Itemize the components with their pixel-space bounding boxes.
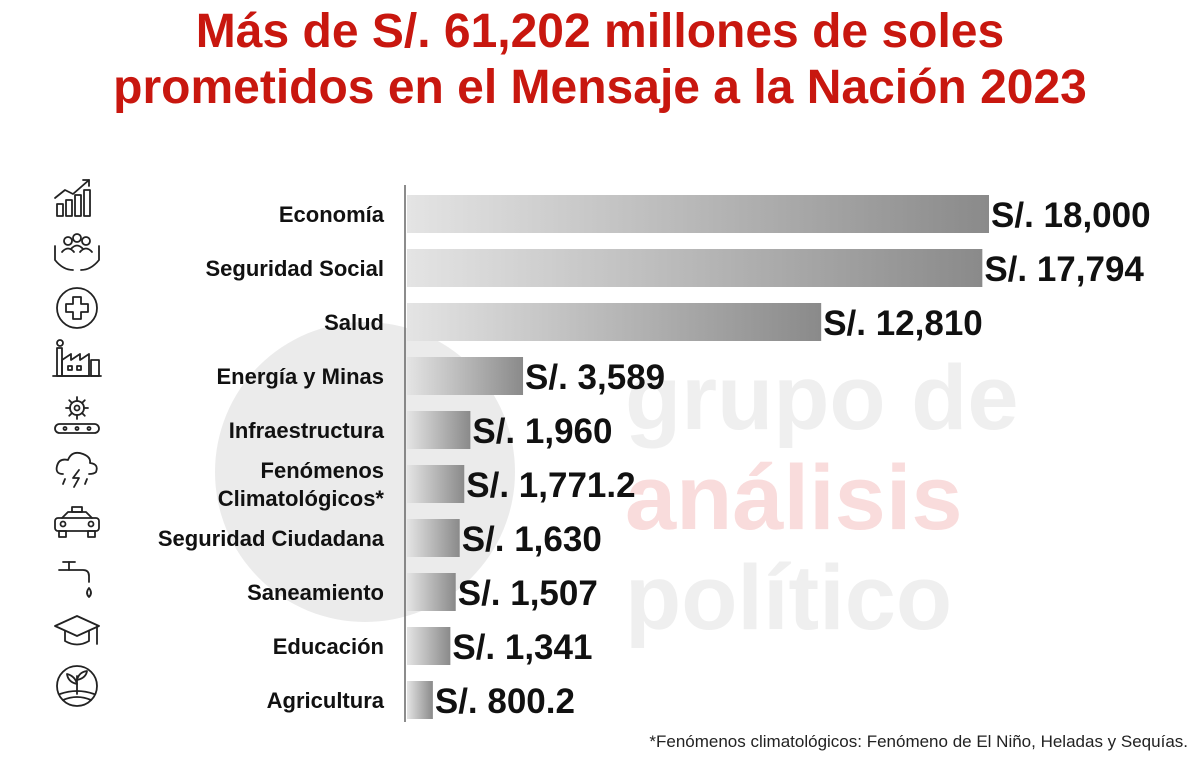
category-label-line: Climatológicos* [218, 486, 385, 511]
storm-cloud-icon [55, 451, 98, 488]
police-car-icon [54, 506, 100, 538]
category-label-line: Saneamiento [247, 580, 384, 605]
bar [407, 411, 471, 449]
category-label: Economía [279, 202, 385, 227]
chart-title-line-2: prometidos en el Mensaje a la Nación 202… [113, 61, 1087, 114]
plant-field-icon [56, 665, 98, 707]
category-label: Seguridad Ciudadana [158, 526, 385, 551]
bar [407, 195, 989, 233]
category-label-line: Economía [279, 202, 385, 227]
category-label: Fenómenos Climatológicos* [218, 458, 385, 511]
category-label: Agricultura [267, 688, 385, 713]
value-label: S/. 17,794 [984, 250, 1144, 289]
conveyor-gear-icon [54, 396, 100, 434]
category-label-line: Seguridad Social [206, 256, 385, 281]
category-label-line: Fenómenos [261, 458, 384, 483]
health-cross-icon [56, 287, 98, 329]
value-label: S/. 1,507 [458, 574, 598, 613]
category-label-line: Salud [324, 310, 384, 335]
value-label: S/. 3,589 [525, 358, 665, 397]
water-tap-icon [58, 561, 92, 598]
value-label: S/. 800.2 [435, 682, 575, 721]
category-label-line: Educación [273, 634, 384, 659]
value-label: S/. 1,960 [472, 412, 612, 451]
value-label: S/. 1,630 [462, 520, 602, 559]
bar [407, 357, 524, 395]
footnote: *Fenómenos climatológicos: Fenómeno de E… [649, 732, 1188, 751]
economy-chart-icon [54, 179, 91, 217]
bar [407, 627, 451, 665]
social-care-icon [54, 233, 100, 271]
bar [407, 573, 456, 611]
bar [407, 681, 433, 719]
value-label: S/. 12,810 [823, 304, 983, 343]
category-label: Seguridad Social [206, 256, 385, 281]
category-label: Saneamiento [247, 580, 384, 605]
chart-title-line-1: Más de S/. 61,202 millones de soles [195, 5, 1005, 58]
category-label: Infraestructura [229, 418, 385, 443]
category-label-line: Energía y Minas [216, 364, 384, 389]
value-label: S/. 18,000 [991, 196, 1151, 235]
category-label-line: Infraestructura [229, 418, 385, 443]
graduation-cap-icon [54, 615, 100, 646]
value-label: S/. 1,771.2 [466, 466, 635, 505]
category-label: Salud [324, 310, 384, 335]
value-label: S/. 1,341 [452, 628, 592, 667]
category-label-line: Seguridad Ciudadana [158, 526, 385, 551]
bar [407, 249, 983, 287]
bar [407, 519, 460, 557]
bar [407, 465, 465, 503]
factory-icon [52, 339, 102, 377]
chart-title: Más de S/. 61,202 millones de soles prom… [0, 4, 1200, 116]
category-label: Educación [273, 634, 384, 659]
category-label: Energía y Minas [216, 364, 384, 389]
bar [407, 303, 822, 341]
category-label-line: Agricultura [267, 688, 385, 713]
